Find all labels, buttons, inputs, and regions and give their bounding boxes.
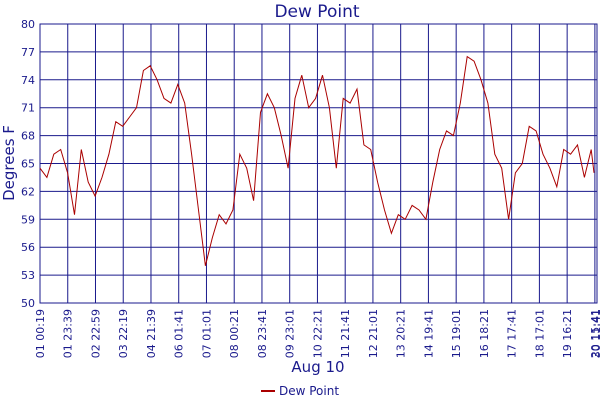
x-tick-label: 12 21:01: [367, 309, 380, 358]
x-tick-label: 17 17:41: [506, 309, 519, 358]
y-tick-label: 65: [21, 158, 35, 171]
x-tick-label: 13 20:21: [395, 309, 408, 358]
y-tick-label: 56: [21, 241, 35, 254]
y-axis-label: Degrees F: [0, 125, 18, 201]
y-tick-label: 50: [21, 297, 35, 310]
x-tick-label: 16 18:21: [478, 309, 491, 358]
x-tick-label: 15 19:01: [450, 309, 463, 358]
chart-title: Dew Point: [274, 2, 359, 22]
series-line-dew-point: [39, 55, 595, 266]
x-tick-label: 04 21:39: [145, 309, 158, 358]
grid-lines: [40, 23, 597, 304]
x-tick-label: 20 15:41: [589, 309, 600, 358]
x-tick-label: 18 17:01: [533, 309, 546, 358]
x-tick-label: 14 19:41: [422, 309, 435, 358]
y-tick-label: 59: [21, 213, 35, 226]
x-tick-label: 06 01:41: [173, 309, 186, 358]
x-tick-label: 08 23:41: [256, 309, 269, 358]
y-tick-label: 53: [21, 269, 35, 282]
x-tick-label: 01 23:39: [62, 309, 75, 358]
y-tick-label: 71: [21, 102, 35, 115]
x-tick-label: 19 16:21: [561, 309, 574, 358]
legend: Dew Point: [261, 384, 339, 398]
y-tick-label: 68: [21, 130, 35, 143]
x-tick-label: 07 01:01: [200, 309, 213, 358]
x-tick-labels: 01 00:19 01 23:39 02 22:59 03 22:19 04 21:39…: [34, 309, 600, 358]
y-tick-label: 77: [21, 46, 35, 59]
plot-area-border: [39, 23, 598, 304]
x-tick-label: 30 11:41: [590, 309, 600, 358]
y-tick-label: 62: [21, 185, 35, 198]
x-tick-label: 03 22:19: [117, 309, 130, 358]
x-tick-label: 10 22:21: [311, 309, 324, 358]
y-tick-labels: 50 53 56 59 62 65 68 71 74 77 80: [21, 18, 35, 310]
x-tick-label: 11 21:41: [339, 309, 352, 358]
x-tick-label: 08 00:21: [228, 309, 241, 358]
x-tick-label: 02 22:59: [89, 309, 102, 358]
x-tick-label: 09 23:01: [284, 309, 297, 358]
x-tick-label: 01 00:19: [34, 309, 47, 358]
y-tick-label: 74: [21, 74, 35, 87]
x-axis-label: Aug 10: [291, 358, 344, 376]
y-tick-label: 80: [21, 18, 35, 31]
legend-label: Dew Point: [279, 384, 339, 398]
